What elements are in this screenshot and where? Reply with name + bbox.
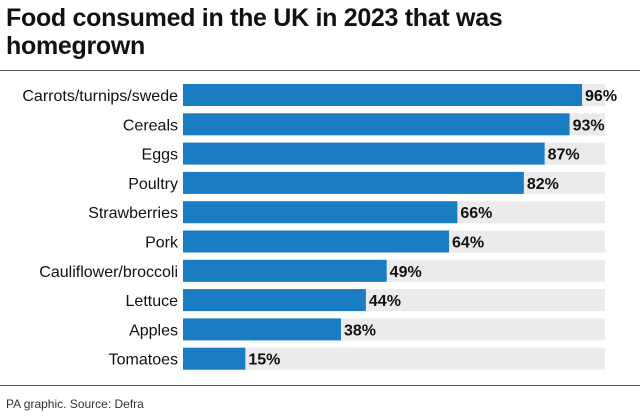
category-label: Cereals	[123, 117, 178, 134]
category-label: Eggs	[142, 147, 178, 164]
value-label: 38%	[344, 322, 376, 339]
bottom-rule	[0, 385, 640, 386]
bar	[183, 230, 450, 253]
bar	[183, 201, 458, 224]
category-label: Apples	[129, 322, 178, 339]
category-label: Cauliflower/broccoli	[39, 264, 178, 281]
value-label: 64%	[452, 235, 484, 252]
category-label: Carrots/turnips/swede	[22, 88, 178, 105]
category-label: Lettuce	[126, 293, 179, 310]
bar	[183, 84, 583, 106]
chart-title: Food consumed in the UK in 2023 that was…	[6, 4, 503, 60]
bar	[183, 259, 387, 282]
bar	[183, 289, 366, 312]
value-label: 49%	[390, 264, 422, 281]
bar	[183, 113, 570, 136]
value-label: 82%	[527, 176, 559, 193]
value-label: 66%	[460, 205, 492, 222]
bar-chart: Carrots/turnips/swede 96% Cereals 93% Eggs 87…	[22, 84, 617, 370]
bar	[183, 318, 341, 341]
value-label: 44%	[369, 293, 401, 310]
category-label: Pork	[145, 235, 179, 252]
top-rule	[0, 70, 640, 71]
category-label: Strawberries	[88, 205, 178, 222]
bar	[183, 171, 524, 194]
bar-track	[183, 347, 605, 370]
bar	[183, 142, 545, 165]
source-note: PA graphic. Source: Defra	[6, 397, 144, 411]
category-label: Poultry	[128, 176, 178, 193]
category-label: Tomatoes	[109, 352, 178, 369]
value-label: 87%	[548, 147, 580, 164]
bar	[183, 347, 246, 370]
value-label: 15%	[248, 352, 280, 369]
value-label: 93%	[573, 117, 605, 134]
value-label: 96%	[585, 88, 617, 105]
